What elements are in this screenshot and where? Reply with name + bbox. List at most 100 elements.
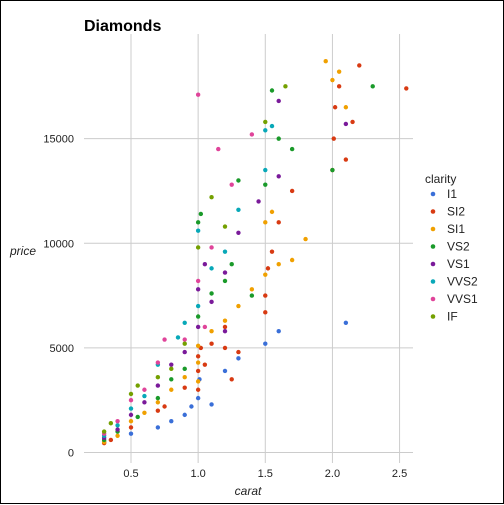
point-vvs2: [236, 207, 241, 212]
point-si2: [336, 84, 342, 89]
y-tick-label: 15000: [43, 134, 74, 146]
point-if: [195, 245, 201, 250]
data-points: [101, 59, 409, 446]
point-vs2: [155, 395, 161, 401]
point-vs1: [115, 427, 120, 432]
point-vvs2: [182, 320, 187, 325]
point-si2: [155, 408, 161, 413]
point-si2: [331, 136, 336, 141]
point-si1: [222, 318, 228, 323]
point-if: [283, 84, 288, 89]
point-vs1: [169, 362, 174, 367]
point-si1: [303, 236, 308, 242]
point-si2: [195, 354, 201, 359]
point-vs1: [276, 98, 281, 104]
point-si2: [162, 404, 167, 409]
point-vs1: [155, 383, 161, 388]
point-si2: [263, 293, 268, 298]
point-vs1: [236, 230, 241, 236]
x-tick-label: 1.0: [190, 468, 205, 480]
point-si1: [155, 400, 161, 405]
point-vs1: [202, 261, 208, 267]
point-si2: [182, 385, 187, 390]
point-vs1: [195, 287, 201, 292]
point-si1: [330, 77, 335, 83]
y-tick-label: 10000: [43, 238, 74, 250]
point-if: [222, 224, 228, 229]
point-vvs2: [115, 423, 120, 428]
point-vvs1: [155, 360, 161, 365]
point-vs2: [209, 291, 214, 296]
point-i1: [169, 418, 174, 424]
legend-entry: IF: [447, 310, 458, 324]
point-vs2: [195, 314, 201, 319]
point-si1: [195, 360, 201, 365]
point-vs2: [198, 211, 204, 217]
point-vvs1: [229, 182, 234, 187]
point-si1: [195, 379, 201, 384]
point-si2: [332, 105, 338, 110]
x-tick-label: 1.5: [258, 468, 273, 480]
legend-swatch: [430, 261, 436, 267]
point-si1: [323, 59, 328, 64]
point-vvs1: [195, 92, 201, 97]
point-i1: [236, 356, 241, 361]
legend-swatch: [430, 314, 436, 319]
legend-swatch: [430, 296, 436, 302]
point-i1: [195, 395, 201, 401]
point-si1: [195, 343, 201, 349]
x-tick-label: 2.0: [325, 468, 340, 480]
legend: clarity I1 SI2 SI1 VS2 VS1 VVS2 VVS1 IF: [425, 172, 478, 324]
point-i1: [343, 320, 349, 325]
point-if: [135, 383, 140, 388]
point-si1: [236, 303, 241, 309]
point-si1: [115, 433, 120, 438]
x-axis-ticks: 0.5 1.0 1.5 2.0 2.5: [123, 468, 407, 480]
y-tick-label: 5000: [50, 343, 74, 355]
point-vs2: [182, 366, 187, 372]
point-si1: [263, 272, 268, 277]
point-vvs1: [162, 337, 167, 342]
point-vs2: [276, 136, 281, 141]
legend-entry: I1: [447, 187, 457, 201]
point-si1: [343, 105, 349, 110]
point-vvs2: [222, 249, 228, 254]
point-if: [108, 421, 114, 426]
point-vvs2: [263, 128, 268, 133]
point-vvs1: [115, 418, 120, 424]
point-si1: [249, 287, 255, 292]
legend-entry: VVS2: [447, 275, 478, 289]
point-vs2: [249, 293, 255, 298]
point-si1: [336, 69, 342, 74]
legend-swatch: [430, 226, 436, 232]
point-vvs1: [182, 337, 187, 342]
point-si1: [289, 257, 295, 263]
y-axis-label: price: [9, 244, 36, 258]
point-vvs1: [142, 387, 147, 392]
point-si2: [229, 377, 234, 382]
point-vs1: [128, 412, 134, 418]
point-vs2: [269, 88, 275, 93]
point-if: [182, 341, 187, 346]
point-si1: [209, 328, 214, 334]
legend-swatch: [430, 209, 436, 214]
point-vs1: [182, 349, 187, 355]
legend-title: clarity: [425, 172, 456, 186]
point-if: [128, 391, 134, 397]
point-vvs2: [263, 167, 268, 173]
point-vvs2: [175, 335, 181, 340]
point-vs2: [370, 84, 375, 89]
point-si1: [182, 375, 187, 380]
point-si2: [357, 63, 362, 68]
point-vs2: [135, 414, 140, 420]
legend-entry: VS1: [447, 257, 470, 271]
point-si2: [202, 362, 208, 367]
point-si2: [263, 310, 268, 315]
point-si1: [142, 410, 147, 415]
point-vs2: [195, 220, 201, 225]
point-si1: [263, 220, 268, 225]
y-axis-ticks: 0 5000 10000 15000: [43, 134, 74, 460]
point-si2: [236, 349, 241, 355]
point-vs2: [289, 146, 295, 152]
